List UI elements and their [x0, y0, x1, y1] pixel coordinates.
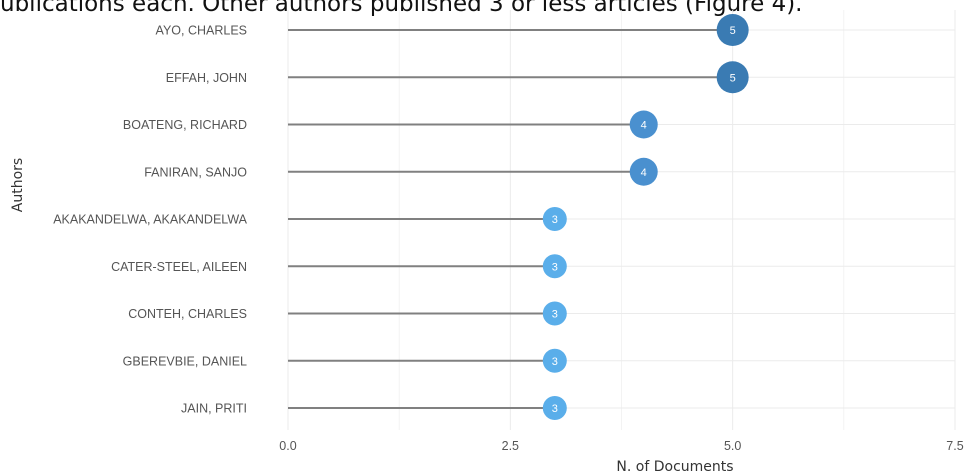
data-point — [716, 61, 749, 94]
data-value-label: 3 — [552, 403, 558, 415]
author-label: AYO, CHARLES — [156, 24, 247, 38]
data-point — [716, 14, 749, 46]
author-label: CONTEH, CHARLES — [128, 307, 247, 321]
data-value-label: 3 — [552, 261, 558, 273]
data-value-label: 3 — [552, 309, 558, 321]
data-point — [629, 110, 658, 139]
x-tick-label: 2.5 — [502, 439, 519, 453]
author-labels: AYO, CHARLES EFFAH, JOHN BOATENG, RICHARD F… — [53, 24, 247, 416]
author-label: AKAKANDELWA, AKAKANDELWA — [53, 213, 247, 227]
author-label: GBEREVBIE, DANIEL — [123, 354, 247, 368]
x-tick-label: 7.5 — [946, 439, 963, 453]
x-tick-label: 5.0 — [724, 439, 741, 453]
data-value-label: 5 — [730, 25, 736, 37]
data-point — [542, 254, 567, 279]
data-value-label: 4 — [641, 167, 647, 179]
data-value-label: 4 — [641, 120, 647, 132]
author-label: BOATENG, RICHARD — [123, 118, 247, 132]
data-point — [542, 396, 567, 420]
author-label: JAIN, PRITI — [181, 402, 247, 416]
author-label: EFFAH, JOHN — [166, 71, 247, 85]
y-axis-title: Authors — [10, 158, 26, 212]
caption-text: ublications each. Other authors publishe… — [0, 0, 803, 17]
data-point — [542, 348, 567, 373]
x-axis-title: N. of Documents — [616, 459, 733, 475]
data-value-label: 3 — [552, 214, 558, 226]
data-points: 5 5 4 4 3 3 3 3 3 — [542, 14, 749, 420]
data-point — [542, 207, 567, 231]
author-label: CATER-STEEL, AILEEN — [111, 260, 247, 274]
data-point — [629, 157, 658, 186]
x-tick-labels: 0.0 2.5 5.0 7.5 — [279, 439, 963, 453]
x-tick-label: 0.0 — [279, 439, 296, 453]
stems — [288, 29, 733, 409]
data-point — [542, 301, 567, 326]
data-value-label: 5 — [730, 72, 736, 84]
author-label: FANIRAN, SANJO — [144, 165, 247, 179]
data-value-label: 3 — [552, 356, 558, 368]
